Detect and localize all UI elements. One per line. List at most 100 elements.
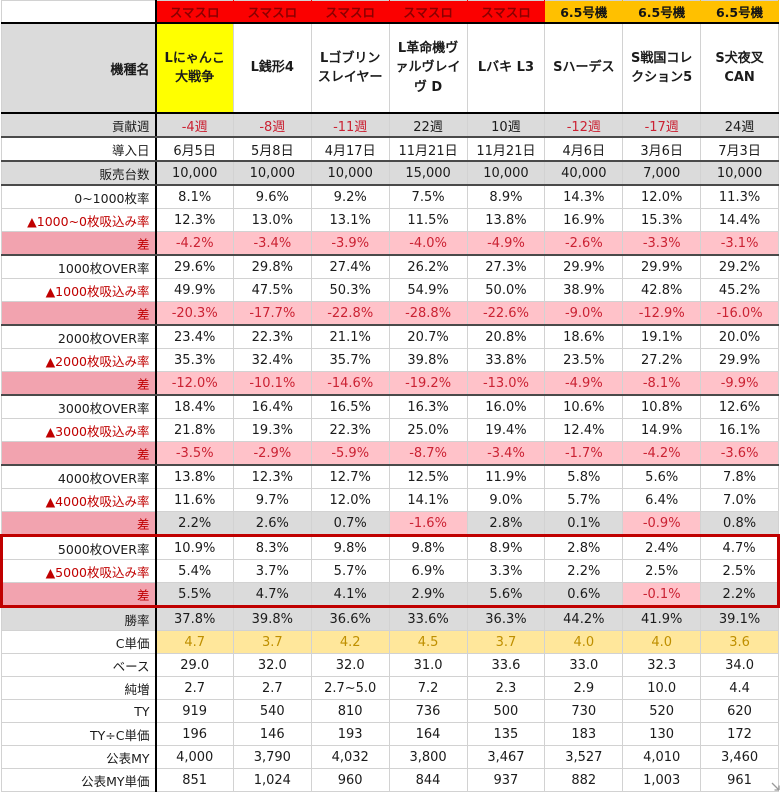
machine-type-header: スマスロ (466, 0, 546, 24)
cell: 38.9% (544, 278, 624, 302)
cell: 33.8% (466, 348, 546, 372)
cell: 12.0% (622, 184, 702, 209)
cell: 4.0 (622, 630, 702, 654)
row-label: 差 (1, 441, 157, 466)
table-row: ▲1000枚吸込み率 49.9% 47.5% 50.3% 54.9% 50.0% 38.9%… (1, 278, 779, 302)
table-row: 差 -20.3% -17.7% -22.8% -28.8% -22.6% -9.0% -12.… (1, 301, 779, 326)
row-label: 販売台数 (1, 160, 157, 186)
cell: 4,010 (622, 745, 702, 769)
cell: 42.8% (622, 278, 702, 302)
cell: 882 (544, 768, 624, 792)
cell: 2.9% (388, 582, 468, 608)
cell: 37.8% (155, 606, 234, 631)
cell: 12.7% (310, 464, 390, 489)
row-label: TY÷C単価 (1, 722, 157, 746)
cell: 2.2% (544, 559, 624, 583)
cell: 27.4% (310, 254, 390, 279)
cell: 10週 (466, 112, 546, 138)
cell: 29.2% (700, 254, 779, 279)
row-label: ▲1000~0枚吸込み率 (1, 208, 157, 232)
row-label: ▲3000枚吸込み率 (1, 418, 157, 442)
machine-name-label: 機種名 (1, 22, 157, 114)
cell: 44.2% (544, 606, 624, 631)
row-label: 差 (1, 301, 157, 326)
cell: 10,000 (155, 160, 234, 186)
cell: 22週 (388, 112, 468, 138)
cell: 3.7% (232, 559, 312, 583)
row-label: ▲2000枚吸込み率 (1, 348, 157, 372)
cell: 29.9% (700, 348, 779, 372)
cell: -14.6% (310, 371, 390, 396)
cell: 4月6日 (544, 136, 624, 162)
cell: 736 (388, 699, 468, 723)
cell: 11.6% (155, 488, 234, 512)
table-row: 0~1000枚率 8.1% 9.6% 9.2% 7.5% 8.9% 14.3% 12.0% 11… (1, 184, 779, 209)
cell: 36.6% (310, 606, 390, 631)
cell: 33.6 (466, 653, 546, 677)
cell: 39.8% (232, 606, 312, 631)
cell: -4.0% (388, 231, 468, 256)
cell: -12週 (544, 112, 624, 138)
cell: 29.8% (232, 254, 312, 279)
cell: 41.9% (622, 606, 702, 631)
cell: 7.5% (388, 184, 468, 209)
cell: 27.3% (466, 254, 546, 279)
cell: -17.7% (232, 301, 312, 326)
machine-type-row: スマスロ スマスロ スマスロ スマスロ スマスロ 6.5号機 6.5号機 6.5号機 (1, 0, 779, 24)
cell: 2.7 (232, 676, 312, 700)
cell: 23.5% (544, 348, 624, 372)
cell: 12.6% (700, 394, 779, 419)
cell: -11週 (310, 112, 390, 138)
cell: 10.0 (622, 676, 702, 700)
cell: 4.7% (232, 582, 312, 608)
cell: 12.3% (232, 464, 312, 489)
cell: 26.2% (388, 254, 468, 279)
cell: 12.0% (310, 488, 390, 512)
cell: 5.7% (310, 559, 390, 583)
cell: 6.9% (388, 559, 468, 583)
row-label: 勝率 (1, 606, 157, 631)
cell: 4.2 (310, 630, 390, 654)
table-row: ▲2000枚吸込み率 35.3% 32.4% 35.7% 39.8% 33.8% 23.5%… (1, 348, 779, 372)
cell: 23.4% (155, 324, 234, 349)
cell: 19.4% (466, 418, 546, 442)
row-label: ▲1000枚吸込み率 (1, 278, 157, 302)
cell: 4.7 (155, 630, 234, 654)
cell: 960 (310, 768, 390, 792)
cell: 29.9% (622, 254, 702, 279)
cell: 4.1% (310, 582, 390, 608)
row-label: 差 (1, 231, 157, 256)
cell: 16.9% (544, 208, 624, 232)
machine-name: L銭形4 (232, 22, 312, 114)
cell: 15,000 (388, 160, 468, 186)
cell: 6.4% (622, 488, 702, 512)
cell: 39.1% (700, 606, 779, 631)
cell: 5.7% (544, 488, 624, 512)
cell: 11.9% (466, 464, 546, 489)
cell: 35.3% (155, 348, 234, 372)
cell: -19.2% (388, 371, 468, 396)
machine-name: S戦国コレクション5 (622, 22, 702, 114)
table-row: 5000枚OVER率 10.9% 8.3% 9.8% 9.8% 8.9% 2.8% 2.4% 4… (0, 534, 780, 560)
cell: -0.1% (622, 582, 702, 608)
cell: 33.0 (544, 653, 624, 677)
cell: -1.7% (544, 441, 624, 466)
row-label: ベース (1, 653, 157, 677)
table-row: 純増 2.7 2.7 2.7~5.0 7.2 2.3 2.9 10.0 4.4 (1, 676, 779, 700)
cell: 16.4% (232, 394, 312, 419)
cell: 919 (155, 699, 234, 723)
resize-cursor-icon (770, 781, 781, 792)
cell: 20.0% (700, 324, 779, 349)
cell: 2.9 (544, 676, 624, 700)
row-label: 公表MY単価 (1, 768, 157, 792)
row-label: 導入日 (1, 136, 157, 162)
cell: 11月21日 (466, 136, 546, 162)
row-label: C単価 (1, 630, 157, 654)
cell: -9.9% (700, 371, 779, 396)
cell: 620 (700, 699, 779, 723)
cell: 3月6日 (622, 136, 702, 162)
cell: 500 (466, 699, 546, 723)
machine-name: S犬夜叉CAN (700, 22, 779, 114)
cell: 29.0 (155, 653, 234, 677)
